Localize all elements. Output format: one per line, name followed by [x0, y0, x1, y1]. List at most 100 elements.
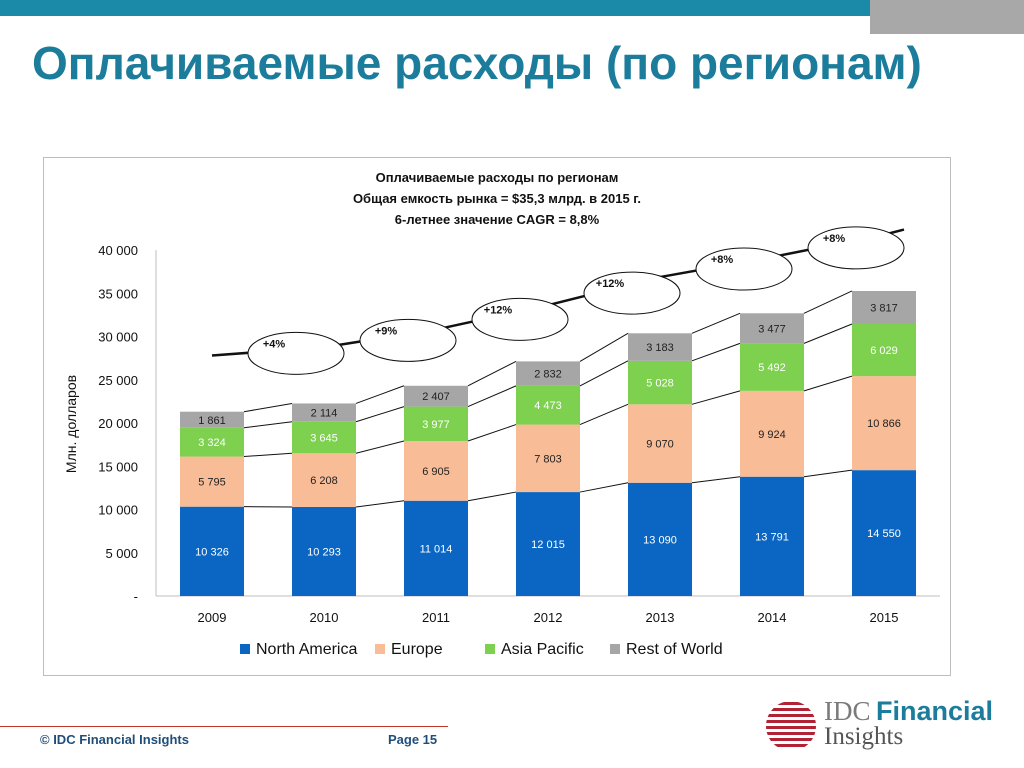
bar-segment-north-america: [516, 492, 580, 596]
bar-segment-europe: [516, 424, 580, 493]
growth-ellipse: [583, 271, 681, 315]
logo-idc-text: IDC: [824, 696, 871, 726]
connector-line: [579, 403, 629, 426]
connector-line: [467, 360, 517, 387]
data-label: 12 015: [531, 539, 565, 551]
bar-segment-asia-pacific: [404, 406, 468, 442]
growth-label: +8%: [823, 233, 846, 245]
data-label: 9 924: [758, 429, 786, 441]
growth-ellipse: [359, 318, 457, 362]
growth-ellipse: [807, 226, 905, 270]
data-label: 6 029: [870, 345, 898, 357]
data-label: 13 090: [643, 534, 677, 546]
y-tick-label: 10 000: [98, 503, 138, 518]
data-label: 3 977: [422, 419, 450, 431]
bar-segment-europe: [628, 404, 692, 483]
connector-line: [355, 385, 405, 404]
connector-line: [691, 312, 741, 334]
bar-segment-europe: [404, 441, 468, 501]
growth-ellipse: [471, 297, 569, 341]
y-tick-label: 5 000: [105, 546, 138, 561]
bar-segment-europe: [292, 453, 356, 507]
bar-segment-north-america: [180, 506, 244, 596]
bar-segment-asia-pacific: [852, 324, 916, 377]
connector-line: [467, 424, 517, 442]
bar-segment-rest-of-world: [516, 361, 580, 386]
x-tick-label: 2011: [422, 610, 450, 625]
chart-title-line: Оплачиваемые расходы по регионам: [376, 170, 619, 185]
data-label: 3 817: [870, 302, 898, 314]
bar-segment-asia-pacific: [516, 385, 580, 425]
data-label: 11 014: [420, 543, 453, 555]
bar-segment-rest-of-world: [852, 290, 916, 325]
bar-segment-europe: [740, 390, 804, 477]
footer-page-number: Page 15: [388, 732, 438, 747]
legend-label: Rest of World: [626, 641, 723, 658]
y-axis-label: Млн. долларов: [63, 375, 79, 473]
data-label: 3 324: [198, 437, 226, 449]
data-label: 5 795: [198, 477, 226, 489]
growth-label: +12%: [596, 278, 625, 290]
chart-title-line: Общая емкость рынка = $35,3 млрд. в 2015…: [353, 191, 641, 206]
y-tick-label: 15 000: [98, 459, 138, 474]
y-tick-label: 35 000: [98, 286, 138, 301]
y-tick-label: 40 000: [98, 243, 138, 258]
connector-line: [803, 469, 853, 478]
logo-financial-text: Financial: [876, 696, 994, 726]
bar-segment-asia-pacific: [628, 360, 692, 405]
legend-label: Asia Pacific: [501, 641, 584, 658]
data-label: 13 791: [755, 531, 789, 543]
growth-label: +4%: [263, 338, 286, 350]
connector-line: [355, 440, 405, 454]
bar-segment-rest-of-world: [404, 385, 468, 407]
x-tick-label: 2009: [198, 610, 227, 625]
slide-title: Оплачиваемые расходы (по регионам): [32, 37, 922, 89]
bar-segment-rest-of-world: [292, 403, 356, 422]
data-label: 6 905: [422, 466, 450, 478]
top-gray-block: [870, 0, 1024, 34]
chart-frame: Оплачиваемые расходы по регионам Общая ем…: [43, 157, 951, 676]
data-label: 4 473: [534, 400, 562, 412]
connector-line: [803, 375, 853, 392]
x-tick-label: 2013: [646, 610, 675, 625]
data-label: 10 293: [307, 546, 341, 558]
connector-line: [243, 402, 293, 413]
legend-label: North America: [256, 641, 357, 658]
data-label: 10 326: [195, 546, 229, 558]
data-label: 2 832: [534, 369, 562, 381]
bar-segment-asia-pacific: [180, 427, 244, 457]
y-tick-label: 30 000: [98, 330, 138, 345]
data-label: 14 550: [867, 528, 901, 540]
growth-label: +12%: [484, 304, 513, 316]
connector-line: [803, 290, 853, 314]
x-tick-label: 2014: [758, 610, 787, 625]
connector-line: [243, 421, 293, 429]
data-label: 3 477: [758, 323, 786, 335]
bar-segment-rest-of-world: [740, 313, 804, 344]
connector-line: [579, 360, 629, 387]
data-label: 6 208: [310, 475, 338, 487]
y-tick-label: 20 000: [98, 416, 138, 431]
bar-segment-north-america: [740, 476, 804, 596]
bar-segment-rest-of-world: [180, 411, 244, 428]
connector-line: [579, 332, 629, 362]
connector-line: [691, 342, 741, 362]
y-tick-label: 25 000: [98, 373, 138, 388]
logo-insights-text: Insights: [824, 723, 904, 750]
chart-title-line: 6-летнее значение CAGR = 8,8%: [395, 212, 600, 227]
bar-segment-rest-of-world: [628, 333, 692, 361]
connector-line: [467, 491, 517, 502]
x-tick-label: 2010: [310, 610, 339, 625]
connector-line: [355, 406, 405, 423]
connector-line: [691, 476, 741, 484]
bar-segment-europe: [852, 376, 916, 471]
data-label: 10 866: [867, 418, 901, 430]
growth-label: +8%: [711, 254, 734, 266]
bar-segment-north-america: [628, 482, 692, 596]
top-accent-bar: [0, 0, 870, 16]
bar-segment-asia-pacific: [740, 343, 804, 391]
legend-swatch: [610, 644, 620, 654]
connector-line: [691, 390, 741, 405]
footer-copyright: © IDC Financial Insights: [40, 732, 189, 747]
connector-line: [467, 385, 517, 408]
